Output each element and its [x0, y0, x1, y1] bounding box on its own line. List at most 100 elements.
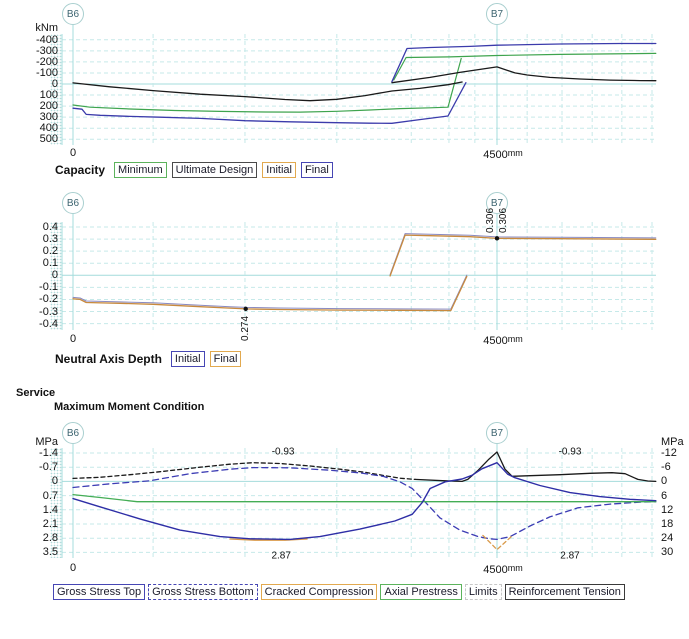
annotation-label: -0.93 — [271, 446, 295, 458]
y-tick-label: 500 — [39, 133, 58, 146]
axis-minor-ticks — [50, 222, 62, 330]
y-tick-label: 0.4 — [42, 221, 58, 233]
right-y-tick-label: 30 — [661, 546, 674, 559]
x-tick-unit: mm — [507, 148, 523, 158]
section-title-maximum-moment-condition: Maximum Moment Condition — [54, 401, 205, 413]
y-tick-label: -0.1 — [39, 281, 58, 294]
right-y-axis-unit-label: MPa — [661, 436, 684, 448]
y-tick-label: 0.3 — [42, 233, 58, 246]
legend-item-final[interactable]: Final — [209, 351, 242, 367]
y-tick-label: -0.4 — [39, 317, 58, 330]
legend-item-ultimate-design[interactable]: Ultimate Design — [171, 162, 258, 178]
series-cracked-compression-hogging — [482, 534, 512, 551]
axis-minor-ticks — [50, 34, 62, 145]
y-tick-label: 0.2 — [42, 245, 58, 258]
axis-minor-ticks — [50, 448, 62, 558]
series-initial-sagging — [72, 274, 468, 310]
x-tick-label: 0 — [70, 562, 76, 574]
annotation-label: 0.306 — [498, 208, 509, 234]
series-final-sagging — [72, 82, 467, 124]
series-minimum-hogging — [393, 52, 657, 81]
legend-item-gross-stress-top[interactable]: Gross Stress Top — [53, 584, 146, 600]
annotation-label: 2.87 — [271, 550, 291, 561]
section-title-service: Service — [16, 387, 56, 399]
legend-capacity: Capacity Minimum Ultimate Design Initial Fin… — [55, 162, 333, 178]
legend-item-gross-stress-bottom[interactable]: Gross Stress Bottom — [148, 584, 258, 600]
legend-chart-3: Gross Stress Top Gross Stress Bottom Crack… — [50, 584, 625, 600]
legend-item-initial[interactable]: Initial — [262, 162, 296, 178]
x-tick-label: 0 — [70, 333, 76, 345]
y-tick-label: -0.7 — [39, 461, 58, 474]
x-tick-value: 4500 — [483, 335, 508, 347]
legend-item-cracked-compression[interactable]: Cracked Compression — [260, 584, 378, 600]
legend-item-final[interactable]: Final — [300, 162, 333, 178]
series-gross-stress-top — [72, 462, 657, 541]
series-ultimate-design-hogging — [391, 66, 657, 84]
y-tick-label: 1.4 — [42, 503, 58, 516]
x-tick-value: 0 — [69, 147, 77, 159]
x-tick-label: 4500mm — [483, 562, 522, 576]
y-tick-label: 0 — [51, 78, 58, 90]
series-final-hogging — [389, 234, 657, 277]
right-y-tick-label: -6 — [661, 461, 671, 474]
y-tick-label: 0 — [51, 269, 58, 282]
x-tick-label: 0 — [70, 147, 76, 159]
legend-item-reinforcement-tension[interactable]: Reinforcement Tension — [504, 584, 625, 600]
y-tick-label: 100 — [39, 89, 58, 102]
annotation-label: 0.306 — [485, 208, 496, 234]
y-tick-label: -100 — [35, 66, 58, 79]
legend-item-limits[interactable]: Limits — [464, 584, 502, 600]
y-tick-label: 3.5 — [42, 546, 58, 559]
y-tick-label: 0.7 — [42, 489, 58, 502]
series-initial-hogging — [389, 233, 657, 275]
legend-item-axial-prestress[interactable]: Axial Prestress — [380, 584, 462, 600]
right-y-tick-label: 18 — [661, 518, 674, 530]
node-badge-b6[interactable]: B6 — [62, 192, 84, 214]
series-final-hogging — [391, 42, 657, 83]
legend-title: Capacity — [55, 163, 106, 177]
right-y-tick-label: 6 — [661, 489, 668, 502]
annotation-label: -0.93 — [558, 446, 582, 458]
y-tick-label: -0.2 — [39, 293, 58, 306]
node-badge-b7[interactable]: B7 — [486, 422, 508, 444]
annotation-label: 2.87 — [560, 550, 580, 561]
legend-item-initial[interactable]: Initial — [170, 351, 205, 367]
series-cracked-compression-sagging — [229, 538, 308, 541]
y-tick-label: 2.1 — [42, 518, 58, 530]
legend-title: Neutral Axis Depth — [55, 352, 162, 366]
series-ultimate-design-sagging — [72, 81, 463, 102]
x-tick-value: 4500 — [483, 564, 508, 576]
series-reinforcement-tension-dashed — [72, 462, 416, 481]
y-tick-label: 200 — [39, 100, 58, 113]
y-tick-label: 300 — [39, 111, 58, 124]
y-tick-label: -200 — [35, 55, 58, 68]
node-badge-b6[interactable]: B6 — [62, 3, 84, 25]
x-tick-label: 4500mm — [483, 333, 522, 347]
right-y-tick-label: 12 — [661, 503, 674, 516]
data-point-marker — [494, 236, 500, 241]
x-tick-value: 0 — [69, 562, 77, 574]
node-badge-b7[interactable]: B7 — [486, 192, 508, 214]
right-y-tick-label: 0 — [661, 475, 668, 488]
right-y-tick-label: 24 — [661, 532, 674, 545]
x-tick-value: 0 — [69, 333, 77, 345]
x-tick-label: 4500mm — [483, 147, 522, 161]
y-tick-label: -400 — [35, 33, 58, 46]
y-tick-label: 400 — [39, 122, 58, 135]
series-axial-prestress — [72, 493, 657, 503]
x-tick-unit: mm — [507, 334, 523, 344]
annotation-label: 0.274 — [239, 315, 251, 341]
series-final-sagging — [72, 275, 468, 312]
y-axis-unit-label: MPa — [35, 436, 58, 448]
y-tick-label: 0 — [51, 475, 58, 488]
right-y-tick-label: -12 — [661, 447, 677, 459]
series-reinforcement-tension-solid — [414, 451, 657, 483]
y-tick-label: -0.3 — [39, 305, 58, 318]
node-badge-b6[interactable]: B6 — [62, 422, 84, 444]
data-point-marker — [243, 306, 248, 312]
node-badge-b7[interactable]: B7 — [486, 3, 508, 25]
y-tick-label: -1.4 — [39, 447, 58, 459]
legend-item-minimum[interactable]: Minimum — [114, 162, 167, 178]
